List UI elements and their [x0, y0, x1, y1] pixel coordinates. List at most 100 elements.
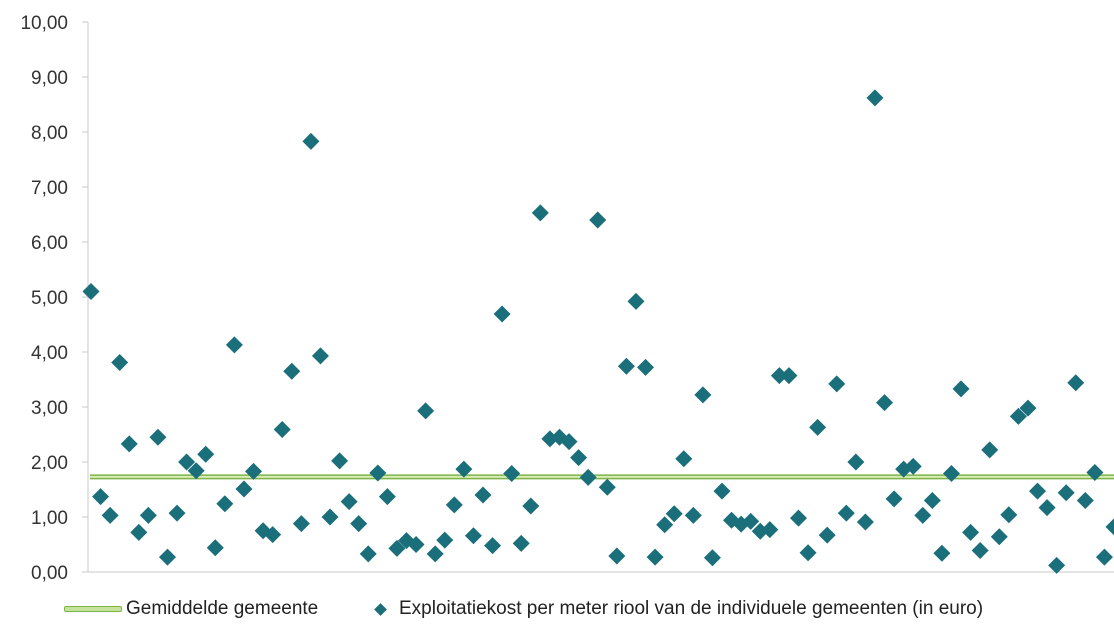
data-point	[235, 480, 253, 498]
data-point	[340, 493, 358, 511]
y-tick-label: 3,00	[31, 398, 68, 419]
data-point	[1076, 492, 1094, 509]
chart: 0,00 1,00 2,00 3,00 4,00 5,00 6,00 7,00 8,00 9,00…	[20, 13, 1114, 584]
data-point	[1105, 518, 1114, 536]
data-point	[637, 358, 655, 376]
y-tick-label: 1,00	[31, 508, 68, 529]
y-tick-label: 10,00	[20, 13, 68, 34]
data-point	[713, 482, 731, 500]
data-point	[952, 380, 970, 398]
data-point	[646, 548, 664, 566]
data-point	[856, 513, 874, 531]
data-point	[866, 89, 884, 107]
legend-label-municipalities: Exploitatiekost per meter riool van de i…	[399, 598, 984, 619]
data-point	[359, 545, 377, 563]
data-point	[187, 462, 205, 480]
data-point	[990, 528, 1008, 546]
data-point	[684, 506, 702, 524]
data-point	[111, 353, 129, 371]
data-point	[1038, 499, 1056, 517]
legend: Gemiddelde gemeente Exploitatiekost per …	[0, 598, 1114, 626]
scatter-points	[82, 89, 1114, 574]
data-point	[942, 465, 960, 483]
data-point	[350, 515, 368, 533]
diamond-icon	[374, 602, 387, 616]
y-tick-label: 7,00	[31, 178, 68, 199]
data-point	[1048, 556, 1066, 574]
data-point	[617, 357, 635, 375]
data-point	[1019, 399, 1037, 417]
data-point	[407, 536, 425, 553]
data-point	[149, 428, 167, 446]
data-point	[598, 478, 616, 496]
y-tick-label: 8,00	[31, 123, 68, 144]
data-point	[101, 506, 119, 524]
data-point	[742, 512, 760, 530]
data-point	[914, 506, 932, 524]
y-tick-label: 0,00	[31, 563, 68, 584]
data-point	[503, 465, 521, 483]
y-tick-label: 9,00	[31, 68, 68, 89]
data-point	[962, 523, 980, 541]
y-tick-label: 6,00	[31, 233, 68, 254]
data-point	[1009, 407, 1027, 425]
data-point	[837, 504, 855, 522]
data-point	[570, 449, 588, 467]
data-point	[493, 305, 511, 323]
data-point	[828, 375, 846, 393]
data-point	[273, 421, 291, 439]
data-point	[522, 497, 540, 515]
data-point	[426, 545, 444, 563]
data-point	[264, 526, 282, 544]
data-point	[464, 527, 482, 545]
data-point	[1095, 548, 1113, 566]
data-point	[589, 211, 607, 229]
data-point	[809, 418, 827, 436]
y-axis: 0,00 1,00 2,00 3,00 4,00 5,00 6,00 7,00 8,00 9,00…	[20, 13, 89, 584]
legend-item-average: Gemiddelde gemeente	[64, 598, 318, 620]
data-point	[675, 450, 693, 468]
data-point	[82, 283, 100, 300]
data-point	[770, 367, 788, 385]
data-point	[245, 462, 263, 480]
data-point	[761, 521, 779, 539]
data-point	[292, 515, 310, 533]
data-point	[512, 534, 530, 552]
data-point	[904, 457, 922, 475]
data-point	[1067, 374, 1085, 392]
data-point	[933, 544, 951, 562]
data-point	[378, 488, 396, 506]
y-tick-label: 4,00	[31, 343, 68, 364]
data-point	[608, 547, 626, 565]
data-point	[302, 132, 320, 150]
data-point	[560, 433, 578, 451]
data-point	[484, 537, 502, 555]
data-point	[158, 548, 176, 566]
y-tick-label: 2,00	[31, 453, 68, 474]
data-point	[168, 504, 186, 522]
legend-line-symbol	[64, 606, 122, 612]
data-point	[178, 453, 196, 471]
data-point	[331, 452, 349, 470]
data-point	[321, 508, 339, 526]
data-point	[789, 509, 807, 527]
data-point	[455, 460, 473, 478]
data-point	[311, 347, 329, 365]
data-point	[923, 492, 941, 509]
data-point	[780, 367, 798, 385]
data-point	[1000, 506, 1018, 524]
data-point	[1086, 463, 1104, 481]
data-point	[627, 292, 645, 310]
data-point	[436, 531, 454, 549]
data-point	[847, 453, 865, 471]
data-point	[703, 549, 721, 567]
data-point	[130, 523, 148, 541]
data-point	[876, 394, 894, 412]
data-point	[981, 441, 999, 459]
data-point	[445, 496, 463, 514]
data-point	[92, 488, 110, 506]
data-point	[531, 204, 549, 222]
data-point	[1029, 482, 1047, 500]
legend-item-municipalities: Exploitatiekost per meter riool van de i…	[370, 598, 983, 620]
data-point	[225, 336, 243, 354]
